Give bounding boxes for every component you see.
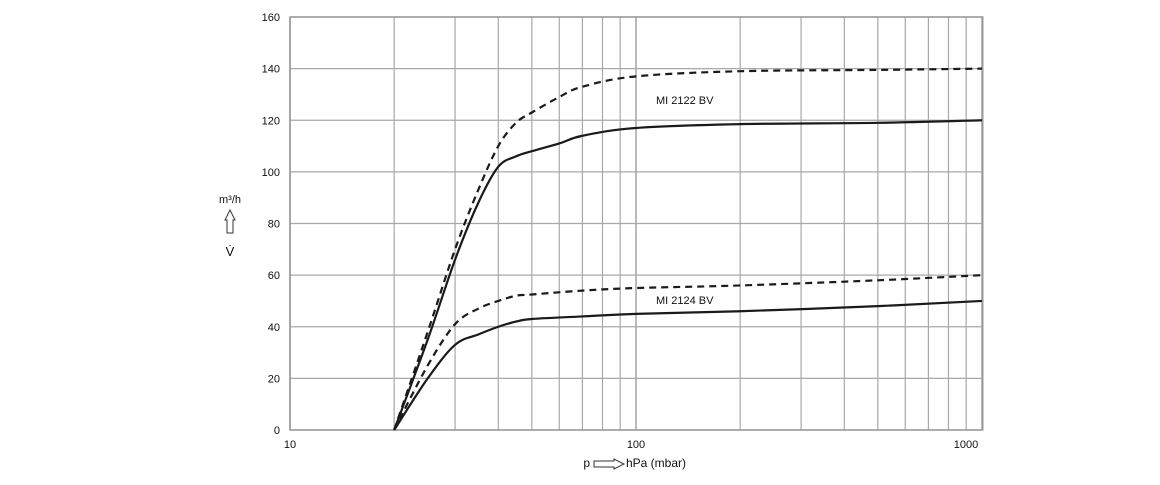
annotation-mi-2122: MI 2122 BV [656,95,714,107]
y-tick-label: 120 [262,115,280,127]
y-tick-label: 80 [268,219,280,231]
x-tick-label: 100 [627,439,645,451]
tick-labels: 0 20 40 60 80 100 120 140 160 10 100 1000 [262,12,979,451]
grid [289,16,984,431]
arrow-up-icon [224,208,236,234]
x-tick-label: 10 [284,439,296,451]
series-line-4 [393,299,983,431]
arrow-right-icon [593,458,626,470]
x-axis-label-unit: hPa (mbar) [626,456,686,470]
y-tick-label: 100 [262,167,280,179]
y-tick-label: 160 [262,12,280,24]
y-axis-symbol: V̇ [226,244,235,259]
series-line-2 [393,119,983,431]
y-tick-label: 140 [262,64,280,76]
annotation-mi-2124: MI 2124 BV [656,295,714,307]
series-group [393,67,983,431]
x-axis-label-p: p [583,456,590,470]
y-tick-label: 0 [274,425,280,437]
y-tick-label: 60 [268,270,280,282]
y-tick-label: 20 [268,373,280,385]
plot-frame [289,16,984,431]
y-tick-label: 40 [268,322,280,334]
series-line-1 [393,67,983,431]
y-axis-unit: m³/h [219,194,241,206]
series-line-3 [393,274,983,431]
x-tick-label: 1000 [954,439,978,451]
